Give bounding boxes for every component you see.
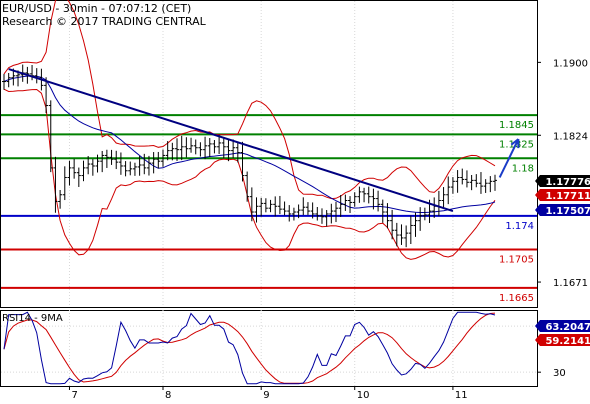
price-tag-bg — [540, 204, 590, 216]
price-tag: 1.17776 — [545, 177, 590, 188]
chart-copyright: Research © 2017 TRADING CENTRAL — [2, 15, 206, 28]
price-tag: 1.17507 — [545, 206, 590, 217]
price-tag-pointer — [535, 204, 540, 216]
level-label: 1.1845 — [499, 120, 534, 131]
rsi-tag-pointer — [535, 320, 540, 332]
price-tag-pointer — [535, 175, 540, 187]
x-tick-label: 8 — [165, 390, 171, 400]
rsi-line — [3, 311, 496, 385]
x-tick-label: 9 — [263, 390, 269, 400]
chart-title: EUR/USD - 30min - 07:07:12 (CET) — [2, 2, 192, 15]
forecast-arrow — [498, 138, 520, 178]
level-label: 1.1665 — [499, 293, 534, 304]
ohlc-bars — [2, 64, 497, 248]
level-label: 1.1705 — [499, 254, 534, 265]
price-tag: 1.17711 — [545, 191, 590, 202]
x-tick-label: 7 — [71, 390, 77, 400]
rsi-tag: 59.2141 — [545, 336, 590, 347]
y-tick-label: 1.1671 — [553, 278, 588, 289]
price-tag-bg — [540, 189, 590, 201]
bollinger-lower — [3, 88, 496, 260]
level-label: 1.174 — [505, 221, 534, 232]
rsi-y-tick-label: 30 — [553, 368, 566, 379]
y-tick-label: 1.1900 — [553, 58, 588, 69]
trendline — [8, 68, 454, 213]
rsi-tag-bg — [540, 334, 590, 346]
price-tag-bg — [540, 175, 590, 187]
rsi-ma-line — [3, 312, 496, 384]
rsi-tag-bg — [540, 320, 590, 332]
rsi-panel-frame — [0, 310, 538, 387]
y-tick-label: 1.1824 — [553, 131, 588, 142]
rsi-tag: 63.2047 — [545, 322, 590, 333]
forecast-arrow-head — [510, 138, 520, 149]
level-label: 1.18 — [512, 163, 534, 174]
price-panel-frame — [0, 0, 538, 308]
price-tag-pointer — [535, 189, 540, 201]
x-tick-label: 11 — [455, 390, 468, 400]
rsi-tag-pointer — [535, 334, 540, 346]
bollinger-upper — [3, 0, 496, 200]
rsi-title: RSI14 - 9MA — [2, 313, 63, 324]
moving-average — [3, 75, 496, 213]
x-tick-label: 10 — [357, 390, 370, 400]
